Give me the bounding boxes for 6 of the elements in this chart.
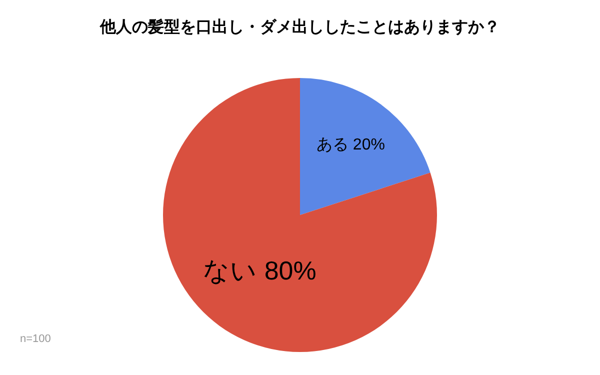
slice-label: ない 80% [203,255,316,286]
pie-slice [163,78,437,352]
chart-title: 他人の髪型を口出し・ダメ出ししたことはありますか？ [99,18,500,36]
text: n=100 [20,333,51,345]
slice-label: ある 20% [316,136,385,154]
pie-slice [300,78,430,215]
